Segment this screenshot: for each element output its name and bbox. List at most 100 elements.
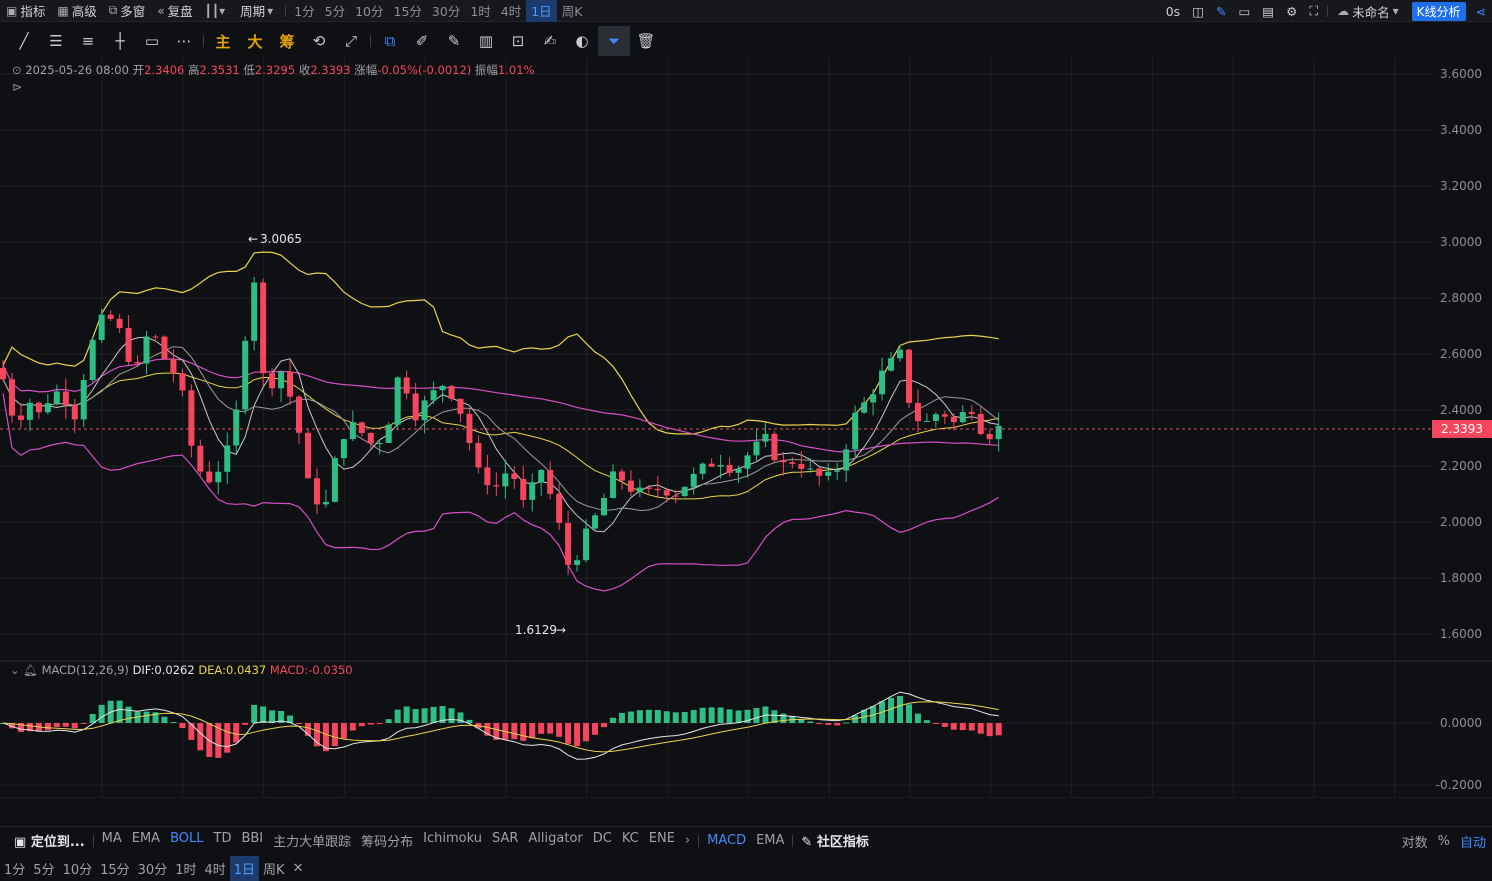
period-tab-8[interactable]: 周K bbox=[561, 4, 583, 19]
settings-icon[interactable]: ⊙ bbox=[12, 63, 22, 77]
main-indicator-1[interactable]: EMA bbox=[131, 831, 161, 846]
amp-value: 1.01% bbox=[497, 63, 535, 77]
main-indicator-10[interactable]: DC bbox=[592, 831, 612, 846]
bottom-period-tab-0[interactable]: 1分 bbox=[4, 863, 26, 878]
expand-legend-icon[interactable]: ⊳ bbox=[12, 80, 23, 94]
layout-dropdown[interactable]: ☁ 未命名 ▾ bbox=[1337, 4, 1399, 20]
main-indicator-9[interactable]: Alligator bbox=[528, 831, 583, 846]
horizontal-lines-icon[interactable]: ≡ bbox=[81, 32, 95, 50]
bell-icon[interactable]: 🔔︎ bbox=[23, 663, 38, 677]
chart-area[interactable]: 2.3393 3.0065 ← 1.6129 → 3.6000 3.4000 3.2… bbox=[0, 58, 1492, 818]
main-indicator-3[interactable]: TD bbox=[213, 831, 232, 846]
measure-icon[interactable]: ⤢ bbox=[344, 32, 357, 50]
rectangle-icon[interactable]: ▭ bbox=[144, 32, 160, 50]
magnet-icon[interactable]: ◐ bbox=[575, 32, 589, 50]
auto-scale-button[interactable]: 自动 bbox=[1459, 835, 1486, 851]
main-indicator-11[interactable]: KC bbox=[621, 831, 639, 846]
chips-toggle[interactable]: 筹 bbox=[279, 32, 295, 51]
macd-legend: ⌄ 🔔︎ MACD(12,26,9) DIF:0.0262 DEA:0.0437… bbox=[10, 663, 353, 677]
multi-window-button[interactable]: ⧉ 多窗 bbox=[108, 3, 146, 19]
indicator-button[interactable]: ▣ 指标 bbox=[6, 3, 46, 20]
bottom-period-tab-1[interactable]: 5分 bbox=[33, 863, 55, 878]
collapse-icon[interactable]: ⌄ bbox=[10, 663, 20, 677]
replay-button[interactable]: «复盘 bbox=[157, 3, 193, 20]
camera-icon[interactable]: ◫ bbox=[1192, 3, 1204, 19]
period-tab-6[interactable]: 4时 bbox=[500, 4, 522, 19]
horizontal-ray-icon[interactable]: ┼ bbox=[115, 32, 125, 50]
chevron-right-icon[interactable]: › bbox=[684, 833, 691, 848]
main-indicator-5[interactable]: 主力大单跟踪 bbox=[273, 835, 352, 850]
candle-body bbox=[457, 398, 464, 414]
trendline-icon[interactable]: ╱ bbox=[19, 32, 29, 50]
percent-scale-button[interactable]: % bbox=[1437, 833, 1450, 849]
candle-body bbox=[287, 371, 294, 397]
filter-icon[interactable]: ⏷ bbox=[598, 26, 630, 56]
bottom-period-tab-5[interactable]: 1时 bbox=[175, 863, 197, 878]
bottom-period-tab-3[interactable]: 15分 bbox=[100, 863, 130, 878]
candle-body bbox=[161, 336, 168, 359]
macd-bar bbox=[771, 710, 778, 723]
macd-bar bbox=[161, 716, 168, 723]
trash-icon[interactable]: 🗑 bbox=[636, 32, 656, 50]
log-scale-button[interactable]: 对数 bbox=[1401, 835, 1428, 851]
period-tab-3[interactable]: 15分 bbox=[393, 4, 422, 19]
close-icon[interactable]: ✕ bbox=[292, 861, 304, 876]
main-indicator-2[interactable]: BOLL bbox=[170, 831, 204, 846]
main-indicator-8[interactable]: SAR bbox=[491, 831, 519, 846]
copy-icon[interactable]: ⧉ bbox=[384, 32, 396, 50]
candle-body bbox=[627, 480, 634, 492]
period-tab-7[interactable]: 1日 bbox=[526, 0, 557, 22]
bottom-period-tab-7[interactable]: 1日 bbox=[229, 856, 260, 881]
period-tab-2[interactable]: 10分 bbox=[355, 4, 384, 19]
macd-bar bbox=[466, 719, 473, 723]
sub-indicator-0[interactable]: MACD bbox=[707, 833, 747, 848]
pencil-icon[interactable]: ✎ bbox=[1216, 3, 1227, 19]
comment-icon[interactable]: ▭ bbox=[1238, 3, 1251, 19]
gear-icon[interactable]: ⚙ bbox=[1286, 3, 1298, 19]
candle-body bbox=[735, 468, 742, 473]
share-icon[interactable]: ⋖ bbox=[1475, 3, 1486, 19]
period-tab-4[interactable]: 30分 bbox=[431, 4, 461, 19]
bottom-period-tab-6[interactable]: 4时 bbox=[204, 863, 226, 878]
more-icon[interactable]: ⋯ bbox=[176, 32, 192, 50]
template-icon[interactable]: ▤ bbox=[1262, 3, 1275, 19]
period-tab-1[interactable]: 5分 bbox=[324, 4, 346, 19]
price-tick: 1.8000 bbox=[1440, 571, 1482, 585]
transform-icon[interactable]: ⟲ bbox=[312, 32, 326, 50]
lock-icon[interactable]: ⊡ bbox=[511, 32, 525, 50]
bottom-period-tab-4[interactable]: 30分 bbox=[137, 863, 168, 878]
period-tab-5[interactable]: 1时 bbox=[470, 4, 491, 19]
community-indicators-button[interactable]: ✎ 社区指标 bbox=[801, 835, 869, 850]
rewind-icon: « bbox=[157, 3, 165, 18]
divider bbox=[1327, 5, 1329, 17]
main-indicator-4[interactable]: BBI bbox=[241, 831, 264, 846]
kline-chart[interactable]: 2.3393 3.0065 ← 1.6129 → 3.6000 3.4000 3.2… bbox=[0, 58, 1492, 818]
macd-bar bbox=[618, 712, 625, 723]
main-chart-toggle[interactable]: 主 bbox=[215, 32, 231, 51]
advanced-button[interactable]: ▦ 高级 bbox=[57, 3, 97, 20]
notes-icon[interactable]: ✍ bbox=[543, 32, 557, 50]
main-indicator-12[interactable]: ENE bbox=[648, 831, 675, 846]
brush-icon[interactable]: ✎ bbox=[447, 32, 461, 50]
sub-indicator-1[interactable]: EMA bbox=[756, 833, 785, 848]
bottom-period-tab-2[interactable]: 10分 bbox=[62, 863, 93, 878]
kline-analysis-button[interactable]: K线分析 bbox=[1411, 1, 1466, 21]
ruler-icon[interactable]: ✐ bbox=[415, 32, 429, 50]
main-indicator-6[interactable]: 筹码分布 bbox=[361, 835, 414, 850]
chart-type-button[interactable]: ┃┃▾ bbox=[199, 0, 234, 22]
fullscreen-icon[interactable]: ⛶ bbox=[1309, 3, 1319, 18]
main-indicator-7[interactable]: Ichimoku bbox=[423, 831, 482, 846]
parallel-lines-icon[interactable]: ☰ bbox=[49, 32, 63, 50]
main-indicator-0[interactable]: MA bbox=[101, 831, 122, 846]
top-right-tools: 0s ◫ ✎ ▭ ▤ ⚙ ⛶ ☁ 未命名 ▾ K线分析 ⋖ bbox=[1160, 0, 1492, 22]
period-tab-0[interactable]: 1分 bbox=[294, 4, 315, 19]
candle-body bbox=[134, 361, 141, 364]
candle-body bbox=[475, 442, 482, 468]
candles-icon[interactable]: ▥ bbox=[478, 32, 494, 50]
bottom-period-tab-8[interactable]: 周K bbox=[263, 863, 285, 878]
macd-bar bbox=[367, 723, 374, 725]
big-order-toggle[interactable]: 大 bbox=[247, 32, 263, 51]
candle-body bbox=[672, 495, 679, 497]
period-dropdown[interactable]: 周期 ▾ bbox=[240, 3, 274, 20]
locate-button[interactable]: ▣ 定位到... bbox=[14, 835, 85, 850]
